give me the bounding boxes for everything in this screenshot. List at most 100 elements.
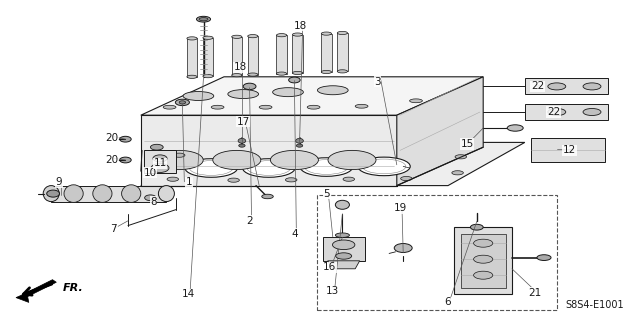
Text: 4: 4 xyxy=(291,228,298,239)
Ellipse shape xyxy=(337,31,348,35)
Ellipse shape xyxy=(203,75,213,78)
Ellipse shape xyxy=(285,178,297,182)
Ellipse shape xyxy=(333,240,355,250)
Ellipse shape xyxy=(474,239,493,247)
Ellipse shape xyxy=(248,73,258,76)
Ellipse shape xyxy=(271,150,319,170)
Ellipse shape xyxy=(273,88,303,97)
Ellipse shape xyxy=(583,83,601,90)
Polygon shape xyxy=(248,36,258,75)
Ellipse shape xyxy=(296,138,303,143)
Text: 20: 20 xyxy=(106,132,118,143)
Ellipse shape xyxy=(292,71,303,75)
Text: 20: 20 xyxy=(106,155,118,165)
Polygon shape xyxy=(203,38,213,76)
Text: 8: 8 xyxy=(150,196,157,207)
Ellipse shape xyxy=(343,177,355,181)
Text: 18: 18 xyxy=(294,20,307,31)
Ellipse shape xyxy=(508,125,524,131)
Ellipse shape xyxy=(228,178,239,182)
Text: 17: 17 xyxy=(237,116,250,127)
Text: 7: 7 xyxy=(111,224,117,234)
Polygon shape xyxy=(141,142,525,186)
Polygon shape xyxy=(232,37,242,75)
Ellipse shape xyxy=(335,233,349,237)
Polygon shape xyxy=(454,227,512,294)
Ellipse shape xyxy=(203,36,213,39)
Text: 22: 22 xyxy=(531,81,544,92)
Ellipse shape xyxy=(337,70,348,73)
Ellipse shape xyxy=(321,32,332,35)
Text: S8S4-E1001: S8S4-E1001 xyxy=(565,300,624,310)
Ellipse shape xyxy=(292,33,303,36)
Ellipse shape xyxy=(328,150,376,170)
Text: 22: 22 xyxy=(547,107,560,117)
Polygon shape xyxy=(531,138,605,162)
Polygon shape xyxy=(328,261,360,269)
Ellipse shape xyxy=(321,70,332,74)
Ellipse shape xyxy=(455,155,467,159)
Ellipse shape xyxy=(248,35,258,38)
Ellipse shape xyxy=(167,177,179,181)
Text: 1: 1 xyxy=(186,177,192,188)
Ellipse shape xyxy=(232,35,242,38)
Ellipse shape xyxy=(335,200,349,209)
Polygon shape xyxy=(461,234,506,288)
Ellipse shape xyxy=(394,244,412,252)
Ellipse shape xyxy=(173,153,185,157)
Text: 12: 12 xyxy=(563,145,576,156)
Ellipse shape xyxy=(158,186,174,202)
Ellipse shape xyxy=(317,86,348,95)
Ellipse shape xyxy=(153,155,167,162)
Ellipse shape xyxy=(300,158,353,176)
Ellipse shape xyxy=(401,176,412,180)
Text: 15: 15 xyxy=(461,139,474,149)
Bar xyxy=(317,195,557,310)
Ellipse shape xyxy=(187,75,197,78)
Ellipse shape xyxy=(47,190,60,197)
Ellipse shape xyxy=(276,72,287,75)
Polygon shape xyxy=(323,237,365,261)
Ellipse shape xyxy=(452,171,463,175)
Ellipse shape xyxy=(120,136,131,142)
Bar xyxy=(144,150,176,173)
Ellipse shape xyxy=(289,77,300,83)
Ellipse shape xyxy=(410,99,422,103)
Polygon shape xyxy=(292,35,303,73)
Text: 18: 18 xyxy=(234,62,246,72)
Polygon shape xyxy=(337,33,348,71)
Polygon shape xyxy=(276,35,287,74)
Text: FR.: FR. xyxy=(63,283,83,293)
Text: 5: 5 xyxy=(323,188,330,199)
Ellipse shape xyxy=(296,144,303,147)
Ellipse shape xyxy=(470,224,483,230)
Text: 16: 16 xyxy=(323,262,336,272)
Ellipse shape xyxy=(179,101,186,104)
Text: 10: 10 xyxy=(144,168,157,178)
Ellipse shape xyxy=(199,18,208,21)
Text: 11: 11 xyxy=(154,158,166,168)
Ellipse shape xyxy=(307,105,320,109)
Polygon shape xyxy=(141,77,483,115)
Ellipse shape xyxy=(151,164,169,172)
Polygon shape xyxy=(187,38,197,77)
Polygon shape xyxy=(22,280,56,298)
Polygon shape xyxy=(321,34,332,72)
Ellipse shape xyxy=(93,185,112,202)
Polygon shape xyxy=(141,115,397,186)
Ellipse shape xyxy=(122,185,141,202)
Ellipse shape xyxy=(156,150,204,170)
Text: 6: 6 xyxy=(445,297,451,308)
Ellipse shape xyxy=(185,159,237,177)
Ellipse shape xyxy=(212,150,261,170)
Ellipse shape xyxy=(238,138,246,143)
Ellipse shape xyxy=(474,271,493,279)
Ellipse shape xyxy=(548,108,566,116)
Polygon shape xyxy=(525,104,608,120)
Ellipse shape xyxy=(163,105,176,109)
Text: 9: 9 xyxy=(56,177,62,188)
Ellipse shape xyxy=(211,105,224,109)
Text: 14: 14 xyxy=(182,289,195,300)
Text: 21: 21 xyxy=(528,288,541,298)
Ellipse shape xyxy=(228,90,259,99)
